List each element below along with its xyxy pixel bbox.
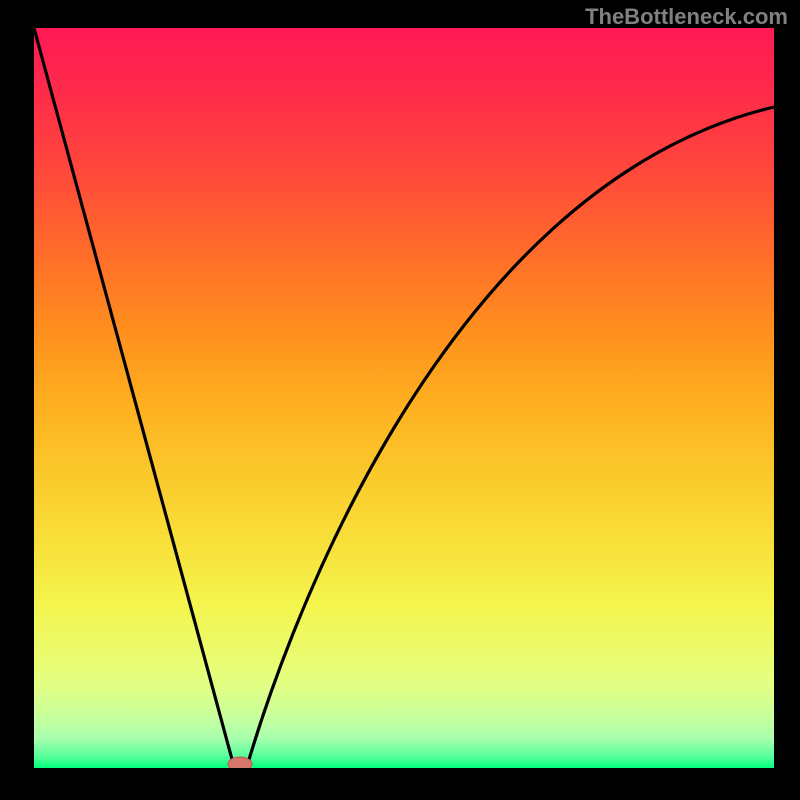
curve-right-branch [248,107,774,763]
chart-container: TheBottleneck.com [0,0,800,800]
minimum-marker [228,757,252,768]
curve-overlay [34,28,774,768]
attribution-text: TheBottleneck.com [585,4,788,30]
curve-left-branch [34,28,233,763]
plot-area [34,28,774,768]
